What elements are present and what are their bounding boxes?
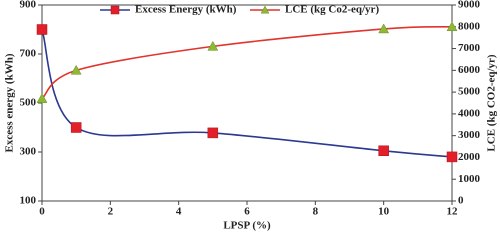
legend-label: LCE (kg Co2-eq/yr) [285,4,379,16]
x-tick-label: 2 [108,206,114,218]
plot-frame [41,4,453,202]
triangle-marker [70,64,82,75]
y2-tick-label: 4000 [458,107,481,119]
y2-tick-label: 9000 [458,0,481,11]
y-tick-label: 700 [20,48,37,60]
triangle-marker [446,21,458,32]
legend-marker [260,5,270,14]
y2-tick-label: 0 [458,195,464,207]
x-tick-label: 4 [176,206,182,218]
triangle-marker [378,23,390,34]
x-tick-label: 0 [39,206,45,218]
triangle-marker [36,93,48,103]
y-tick-label: 900 [20,0,37,11]
y2-tick-label: 5000 [458,86,481,98]
y2-tick-label: 2000 [458,151,481,163]
x-tick-label: 12 [447,206,459,218]
square-marker [70,122,82,133]
y2-tick-label: 7000 [458,42,481,54]
y2-tick-label: 6000 [458,64,481,76]
square-marker [446,151,458,163]
y2-tick-label: 1000 [458,173,481,185]
square-marker [207,127,219,139]
legend-marker [110,5,120,15]
x-tick-label: 10 [378,206,390,218]
x-tick-label: 6 [244,206,250,218]
legend-label: Excess Energy (kWh) [135,4,237,16]
y2-tick-label: 3000 [458,129,481,141]
series-line [41,29,453,158]
series-line [41,25,453,100]
x-tick-label: 8 [313,206,319,218]
y2-axis-title: LCE (kg CO2-eq/yr) [486,54,498,152]
y-tick-label: 300 [20,146,37,158]
x-axis-title: LPSP (%) [223,220,271,232]
square-marker [36,24,48,35]
triangle-marker [207,40,219,51]
y2-tick-label: 8000 [458,20,481,32]
y-tick-label: 500 [20,97,37,109]
square-marker [378,145,389,157]
y-tick-label: 100 [20,195,37,207]
y-axis-title: Excess energy (kWh) [4,53,16,152]
